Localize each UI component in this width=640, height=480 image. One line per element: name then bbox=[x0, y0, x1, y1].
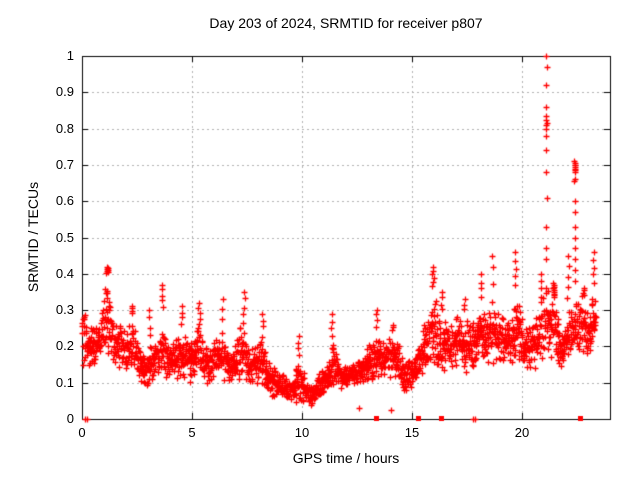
y-tick-label: 1 bbox=[66, 48, 74, 63]
y-tick-label: 0 bbox=[66, 411, 74, 426]
y-tick-label: 0.1 bbox=[55, 375, 74, 390]
y-tick-label: 0.2 bbox=[55, 338, 74, 353]
y-tick-label: 0.4 bbox=[55, 266, 74, 281]
y-tick-label: 0.6 bbox=[55, 193, 74, 208]
y-tick-label: 0.9 bbox=[55, 84, 74, 99]
x-axis-label: GPS time / hours bbox=[292, 450, 400, 466]
x-tick-label: 15 bbox=[404, 425, 420, 440]
x-tick-label: 10 bbox=[294, 425, 310, 440]
y-tick-label: 0.3 bbox=[55, 302, 74, 317]
y-tick-label: 0.8 bbox=[55, 121, 74, 136]
y-tick-label: 0.5 bbox=[55, 230, 74, 245]
chart-title: Day 203 of 2024, SRMTID for receiver p80… bbox=[209, 15, 483, 31]
y-tick-label: 0.7 bbox=[55, 157, 74, 172]
x-tick-label: 20 bbox=[514, 425, 530, 440]
x-tick-label: 0 bbox=[78, 425, 86, 440]
x-tick-label: 5 bbox=[188, 425, 196, 440]
